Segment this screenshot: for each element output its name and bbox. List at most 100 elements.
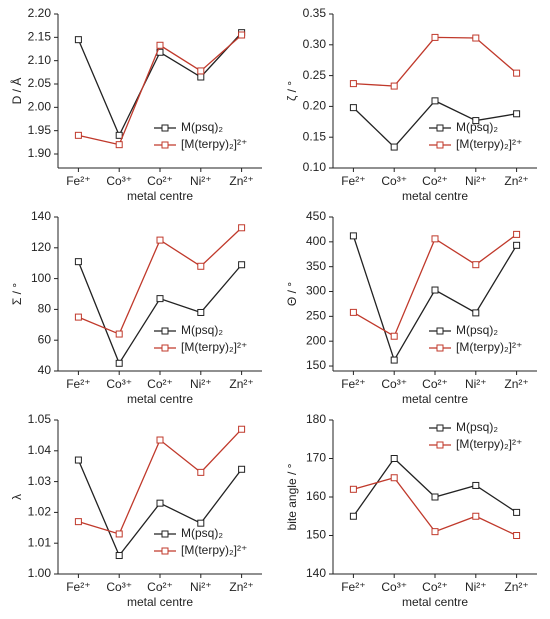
- x-tick-label: Fe²⁺: [66, 580, 90, 594]
- legend-marker: [161, 530, 169, 538]
- x-tick-label: Co³⁺: [381, 174, 407, 188]
- x-tick-label: Co²⁺: [422, 377, 448, 391]
- x-tick-label: Zn²⁺: [504, 377, 528, 391]
- y-tick-label: 1.00: [28, 566, 52, 580]
- data-point: [197, 262, 205, 270]
- y-tick-label: 140: [306, 566, 326, 580]
- x-tick-label: Zn²⁺: [229, 377, 253, 391]
- x-tick-label: Zn²⁺: [229, 174, 253, 188]
- y-tick-label: 150: [306, 358, 326, 372]
- x-tick-label: Co²⁺: [147, 174, 173, 188]
- x-axis-title: metal centre: [127, 189, 193, 203]
- x-tick-label: Zn²⁺: [504, 174, 528, 188]
- data-point: [197, 519, 205, 527]
- data-point: [390, 332, 398, 340]
- legend-marker: [436, 344, 444, 352]
- y-tick-label: 450: [306, 209, 326, 223]
- x-tick-label: Fe²⁺: [341, 580, 365, 594]
- y-tick-label: 300: [306, 284, 326, 298]
- data-point: [472, 117, 480, 125]
- legend-label: [M(terpy)₂]²⁺: [181, 137, 247, 151]
- panel: 140 150 160 170 180 Fe²⁺ Co³⁺ Co²⁺ Ni²⁺ Zn²⁺ metal…: [285, 412, 537, 609]
- legend-label: M(psq)₂: [181, 526, 223, 540]
- data-point: [238, 425, 246, 433]
- data-point: [431, 286, 439, 294]
- y-tick-label: 2.15: [28, 30, 52, 44]
- y-tick-label: 1.04: [28, 443, 52, 457]
- y-tick-label: 400: [306, 234, 326, 248]
- y-tick-label: 2.20: [28, 6, 52, 20]
- data-point: [349, 308, 357, 316]
- x-axis-title: metal centre: [127, 595, 193, 609]
- data-point: [472, 34, 480, 42]
- data-point: [431, 528, 439, 536]
- y-axis-title: bite angle / °: [285, 463, 299, 530]
- legend-marker: [161, 547, 169, 555]
- y-tick-label: 1.01: [28, 535, 52, 549]
- data-point: [115, 330, 123, 338]
- y-axis-title: D / Å: [9, 78, 24, 105]
- data-point: [197, 308, 205, 316]
- x-tick-label: Co³⁺: [106, 377, 132, 391]
- data-point: [431, 493, 439, 501]
- data-point: [431, 33, 439, 41]
- x-tick-label: Co³⁺: [106, 174, 132, 188]
- legend-label: M(psq)₂: [456, 120, 498, 134]
- y-axis-title: Σ / °: [10, 283, 24, 305]
- legend-marker: [436, 327, 444, 335]
- legend-marker: [436, 124, 444, 132]
- data-point: [115, 530, 123, 538]
- data-point: [472, 261, 480, 269]
- y-tick-label: 40: [38, 363, 52, 377]
- series-line: [352, 457, 517, 517]
- x-axis-title: metal centre: [402, 392, 468, 406]
- data-point: [472, 481, 480, 489]
- x-tick-label: Co²⁺: [422, 580, 448, 594]
- legend-marker: [161, 124, 169, 132]
- panel: 1.00 1.01 1.02 1.03 1.04 1.05 Fe²⁺ Co³⁺ Co²⁺ Ni²⁺…: [10, 412, 262, 609]
- x-axis-title: metal centre: [402, 595, 468, 609]
- y-tick-label: 1.02: [28, 505, 52, 519]
- y-tick-label: 140: [31, 209, 51, 223]
- y-tick-label: 1.90: [28, 146, 52, 160]
- data-point: [349, 512, 357, 520]
- y-axis-title: Θ / °: [285, 282, 299, 306]
- data-point: [197, 73, 205, 81]
- panel: 40 60 80 100 120 140 Fe²⁺ Co³⁺ Co²⁺ Ni²⁺ Zn²⁺ metal…: [10, 209, 262, 406]
- legend-label: [M(terpy)₂]²⁺: [181, 340, 247, 354]
- data-point: [197, 468, 205, 476]
- data-point: [156, 236, 164, 244]
- y-tick-label: 0.25: [303, 68, 327, 82]
- x-tick-label: Fe²⁺: [341, 377, 365, 391]
- x-tick-label: Co²⁺: [147, 580, 173, 594]
- data-point: [74, 518, 82, 526]
- data-point: [156, 295, 164, 303]
- x-tick-label: Fe²⁺: [66, 377, 90, 391]
- data-point: [74, 456, 82, 464]
- data-point: [390, 82, 398, 90]
- data-point: [349, 104, 357, 112]
- x-axis-title: metal centre: [402, 189, 468, 203]
- data-point: [513, 532, 521, 539]
- legend-label: [M(terpy)₂]²⁺: [181, 543, 247, 557]
- legend-marker: [436, 141, 444, 149]
- legend-marker: [161, 327, 169, 335]
- y-tick-label: 0.30: [303, 37, 327, 51]
- data-point: [115, 552, 123, 560]
- x-tick-label: Ni²⁺: [465, 174, 487, 188]
- x-tick-label: Zn²⁺: [504, 580, 528, 594]
- y-tick-label: 1.05: [28, 412, 52, 426]
- y-axis-title: λ: [10, 494, 24, 500]
- data-point: [238, 224, 246, 232]
- y-tick-label: 0.10: [303, 160, 327, 174]
- data-point: [349, 232, 357, 240]
- x-tick-label: Co²⁺: [422, 174, 448, 188]
- panel: 1.90 1.95 2.00 2.05 2.10 2.15 2.20 Fe²⁺ Co³⁺ Co²⁺…: [9, 6, 262, 203]
- data-point: [197, 67, 205, 75]
- y-tick-label: 200: [306, 333, 326, 347]
- data-point: [513, 110, 521, 118]
- x-tick-label: Fe²⁺: [66, 174, 90, 188]
- data-point: [156, 41, 164, 49]
- data-point: [472, 309, 480, 317]
- data-point: [390, 143, 398, 151]
